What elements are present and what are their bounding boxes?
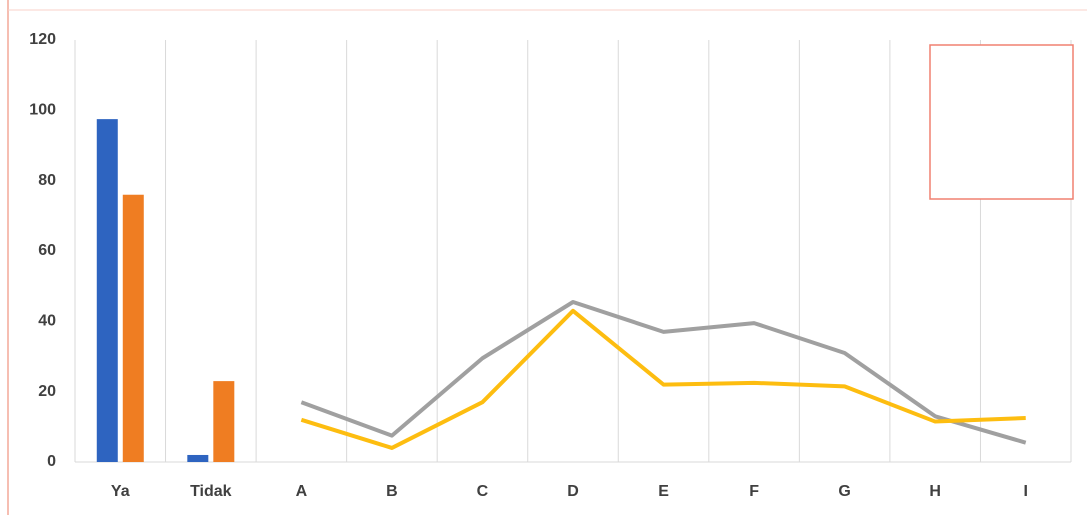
x-tick-label: Tidak — [190, 483, 232, 500]
x-tick-label: Ya — [111, 483, 130, 500]
legend-box — [929, 44, 1074, 200]
y-tick-label: 100 — [29, 102, 56, 119]
x-tick-label: B — [386, 483, 398, 500]
y-tick-label: 60 — [38, 242, 56, 259]
x-tick-label: D — [567, 483, 579, 500]
bar — [96, 119, 118, 462]
y-tick-label: 20 — [38, 383, 56, 400]
x-tick-label: A — [296, 483, 308, 500]
y-tick-label: 0 — [47, 453, 56, 470]
plot: 0 20 40 60 80 100 120 Ya Tidak A B C D E F G H I — [29, 31, 1072, 500]
x-tick-label: C — [477, 483, 489, 500]
bar — [187, 454, 209, 462]
line — [300, 299, 1027, 445]
x-tick-label: E — [658, 483, 669, 500]
y-tick-label: 120 — [29, 31, 56, 48]
y-tick-label: 40 — [38, 313, 56, 330]
bar — [122, 194, 144, 462]
x-tick-label: I — [1024, 483, 1028, 500]
y-tick-label: 80 — [38, 172, 56, 189]
bar — [213, 381, 235, 462]
x-tick-label: G — [838, 483, 850, 500]
x-tick-label: F — [749, 483, 759, 500]
x-tick-label: H — [929, 483, 941, 500]
line — [300, 308, 1026, 450]
